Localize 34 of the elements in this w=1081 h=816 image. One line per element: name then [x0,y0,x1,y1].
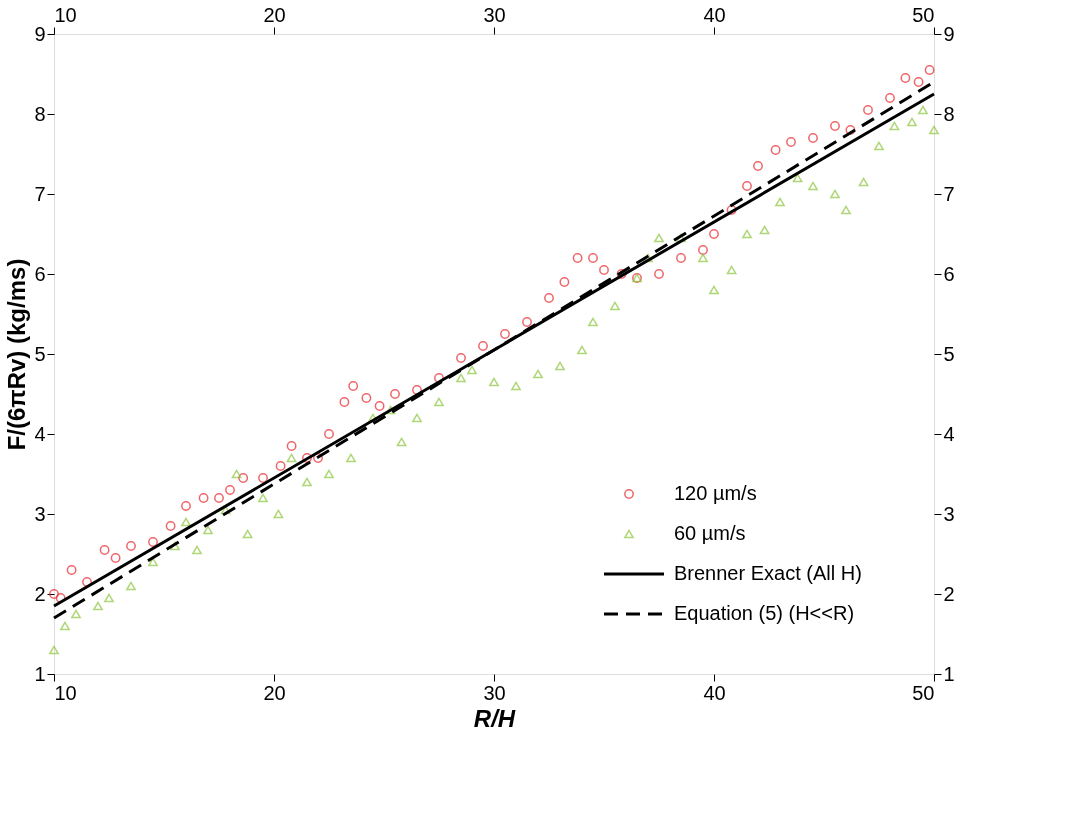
x-tick-label: 40 [703,681,726,704]
y-tick-label: 7 [34,182,46,205]
legend-label: Brenner Exact (All H) [674,562,862,584]
y-tick-label: 9 [34,22,46,45]
y-axis-title: F/(6πRv) (kg/ms) [3,258,31,451]
legend-label: 120 µm/s [674,482,757,504]
y-tick-label: 1 [34,662,46,685]
x-tick-label: 10 [54,681,77,704]
y2-tick-label: 2 [943,582,955,605]
y-tick-label: 4 [34,422,46,445]
x2-tick-label: 10 [54,3,77,26]
y2-tick-label: 3 [943,502,955,525]
x-tick-label: 30 [483,681,506,704]
legend-label: Equation (5) (H<<R) [674,602,855,624]
y2-tick-label: 1 [943,662,955,685]
x-tick-label: 50 [912,681,935,704]
y-tick-label: 5 [34,342,46,365]
x2-tick-label: 20 [263,3,286,26]
x-tick-label: 20 [263,681,286,704]
x2-tick-label: 40 [703,3,726,26]
x2-tick-label: 30 [483,3,506,26]
y2-tick-label: 6 [943,262,955,285]
y2-tick-label: 4 [943,422,955,445]
legend-label: 60 µm/s [674,522,746,544]
y-tick-label: 6 [34,262,46,285]
x2-tick-label: 50 [912,3,935,26]
y2-tick-label: 9 [943,22,955,45]
y2-tick-label: 8 [943,102,955,125]
y2-tick-label: 7 [943,182,955,205]
y-tick-label: 8 [34,102,46,125]
y-tick-label: 2 [34,582,46,605]
y-tick-label: 3 [34,502,46,525]
y2-tick-label: 5 [943,342,955,365]
x-axis-title: R/H [473,704,516,732]
